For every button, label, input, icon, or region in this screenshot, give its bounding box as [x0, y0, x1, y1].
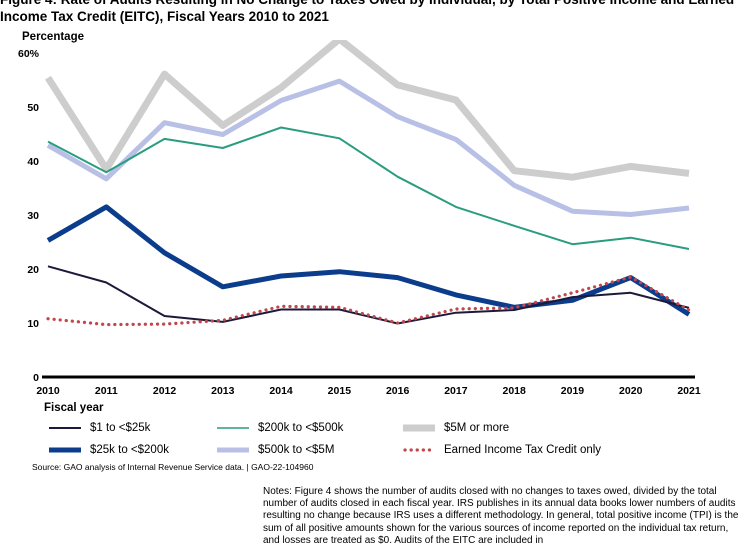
legend-swatch — [49, 427, 81, 429]
series-line-5 — [46, 275, 691, 327]
y-tick-label: 60% — [18, 48, 40, 60]
y-tick-label: 50 — [27, 102, 39, 114]
legend-swatch — [403, 448, 436, 452]
series-line-2 — [47, 126, 690, 250]
legend-swatch — [49, 447, 81, 453]
y-tick-label: 0 — [33, 372, 39, 384]
figure-notes: Notes: Figure 4 shows the number of audi… — [263, 486, 739, 546]
legend-label: $500k to <$5M — [258, 444, 335, 456]
legend-label: $1 to <$25k — [90, 422, 151, 434]
y-axis-label: Percentage — [22, 31, 85, 43]
legend-item: $5M or more — [402, 420, 509, 436]
x-tick-label: 2016 — [386, 385, 410, 397]
legend-label: Earned Income Tax Credit only — [444, 444, 602, 456]
legend-item: $200k to <$500k — [216, 420, 343, 436]
legend-label: $25k to <$200k — [90, 444, 169, 456]
x-tick-label: 2015 — [328, 385, 352, 397]
x-tick-label: 2010 — [36, 385, 60, 397]
y-tick-label: 30 — [27, 210, 39, 222]
y-tick-label: 10 — [27, 318, 39, 330]
series-line-4 — [45, 40, 690, 181]
x-tick-label: 2013 — [211, 385, 235, 397]
legend-label: $5M or more — [444, 422, 510, 434]
legend-label: $200k to <$500k — [258, 422, 344, 434]
series-line-3 — [46, 78, 690, 217]
source-note: Source: GAO analysis of Internal Revenue… — [32, 462, 314, 472]
x-axis-label: Fiscal year — [44, 402, 104, 414]
x-tick-label: 2020 — [619, 385, 643, 397]
x-tick-label: 2011 — [95, 385, 118, 397]
legend-item: $500k to <$5M — [216, 442, 334, 458]
y-tick-label: 40 — [27, 156, 39, 168]
legend-item: $25k to <$200k — [48, 442, 169, 458]
x-tick-label: 2019 — [561, 385, 585, 397]
legend-swatch — [403, 424, 435, 432]
legend-item: Earned Income Tax Credit only — [402, 442, 601, 458]
y-tick-label: 20 — [27, 264, 39, 276]
x-tick-label: 2018 — [503, 385, 527, 397]
legend-item: $1 to <$25k — [48, 420, 150, 436]
x-tick-label: 2017 — [444, 385, 468, 397]
legend-swatch — [217, 447, 249, 453]
legend-swatch — [217, 427, 249, 429]
line-chart: 0 10 20 30 40 50 60% 2010 2011 2012 2013 2014 2015 20… — [18, 40, 701, 397]
figure-title: Figure 4: Rate of Audits Resulting in No… — [0, 0, 734, 24]
series-line-1 — [46, 204, 691, 317]
x-tick-label: 2012 — [153, 385, 177, 397]
x-tick-label: 2014 — [269, 385, 293, 397]
x-tick-label: 2021 — [677, 385, 701, 397]
